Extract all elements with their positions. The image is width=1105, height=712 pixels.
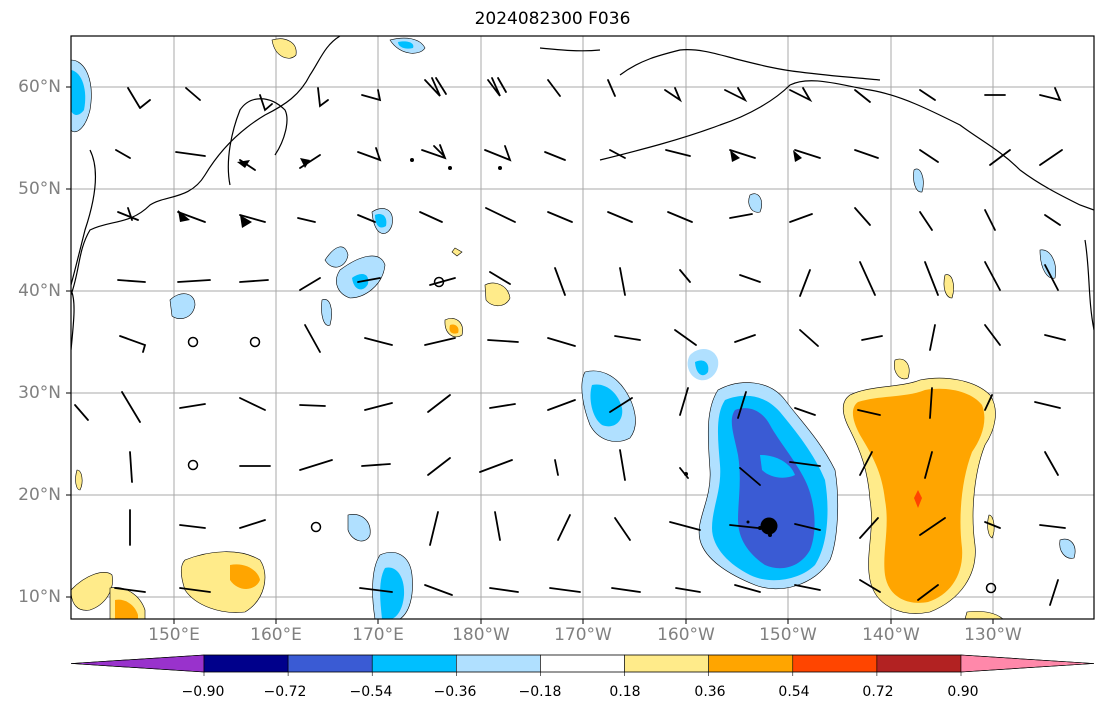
colorbar-swatch xyxy=(876,654,962,673)
colorbar-tick-label: 0.36 xyxy=(694,684,726,700)
lon-label: 140°W xyxy=(862,625,920,645)
colorbar-tick-label: −0.90 xyxy=(181,684,225,700)
colorbar-swatch xyxy=(456,654,541,673)
colorbar-tick-label: −0.72 xyxy=(263,684,307,700)
colorbar-swatch xyxy=(624,654,709,673)
lon-label: 160°W xyxy=(657,625,715,645)
colorbar-tick-label: −0.54 xyxy=(349,684,393,700)
colorbar-swatch xyxy=(203,654,289,673)
colorbar xyxy=(70,654,1095,676)
lon-label: 180°W xyxy=(452,625,510,645)
colorbar-swatch xyxy=(371,654,457,673)
lat-label: 40°N xyxy=(18,281,61,301)
colorbar-swatch xyxy=(708,654,794,673)
wind-barbs xyxy=(74,77,1066,606)
colorbar-tick-label: 0.18 xyxy=(609,684,641,700)
lon-label: 150°W xyxy=(759,625,817,645)
lon-label: 170°E xyxy=(352,625,404,645)
colorbar-extend-low xyxy=(70,654,205,673)
lat-label: 10°N xyxy=(18,587,61,607)
colorbar-swatch xyxy=(792,654,878,673)
lon-label: 160°E xyxy=(250,625,302,645)
colorbar-tick-label: −0.36 xyxy=(433,684,477,700)
lon-label: 130°W xyxy=(964,625,1022,645)
colorbar-tick-label: 0.72 xyxy=(862,684,894,700)
lon-label: 150°E xyxy=(148,625,200,645)
colorbar-tick-label: 0.90 xyxy=(947,684,979,700)
map-title: 2024082300 F036 xyxy=(474,9,631,29)
lon-label: 170°W xyxy=(554,625,612,645)
calm-circles xyxy=(187,276,997,594)
pennants xyxy=(178,150,802,228)
colorbar-extend-high xyxy=(960,654,1095,673)
storm-center-marker xyxy=(760,517,778,535)
colorbar-swatch xyxy=(540,654,625,673)
colorbar-tick-label: 0.54 xyxy=(778,684,810,700)
lat-label: 50°N xyxy=(18,179,61,199)
lat-label: 60°N xyxy=(18,77,61,97)
lat-label: 30°N xyxy=(18,383,61,403)
coastlines xyxy=(71,36,1094,351)
colorbar-swatch xyxy=(287,654,373,673)
colorbar-tick-label: −0.18 xyxy=(518,684,562,700)
lat-label: 20°N xyxy=(18,485,61,505)
